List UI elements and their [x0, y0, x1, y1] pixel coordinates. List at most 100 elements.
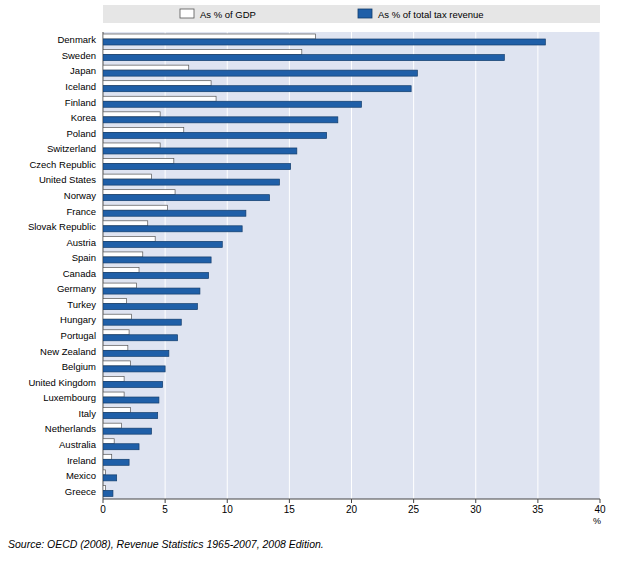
tick-label: 0 [100, 504, 106, 515]
category-label: Sweden [62, 50, 96, 61]
bar [103, 366, 165, 372]
category-label: Turkey [67, 299, 96, 310]
bar [103, 330, 129, 335]
category-label: Netherlands [45, 423, 96, 434]
bar [103, 470, 105, 475]
grid-line [413, 32, 414, 499]
tick-mark [165, 499, 166, 503]
bar [103, 314, 132, 319]
bar [103, 413, 158, 419]
tick-mark [351, 499, 352, 503]
bar [103, 252, 143, 257]
bar [103, 236, 155, 241]
bar [103, 117, 338, 123]
legend-label: As % of GDP [200, 9, 256, 20]
bars [103, 34, 545, 496]
legend-swatch [180, 9, 194, 18]
grid-line [600, 32, 601, 499]
bar [103, 195, 269, 201]
bar [103, 345, 128, 350]
tick-mark [227, 499, 228, 503]
bar [103, 350, 169, 356]
bar [103, 257, 211, 263]
category-label: Italy [79, 408, 97, 419]
bar [103, 392, 124, 397]
bar [103, 485, 105, 490]
category-label: Switzerland [47, 143, 96, 154]
category-label: Mexico [66, 470, 96, 481]
category-label: Iceland [65, 81, 96, 92]
bar [103, 221, 148, 226]
bar [103, 283, 137, 288]
tick-mark [103, 499, 104, 503]
category-label: United Kingdom [28, 377, 96, 388]
tick-label: 40 [594, 504, 606, 515]
grid-line [475, 32, 476, 499]
bar [103, 454, 112, 459]
tick-mark [600, 499, 601, 503]
tick-label: 10 [222, 504, 234, 515]
tick-label: 5 [162, 504, 168, 515]
category-label: Finland [65, 97, 96, 108]
bar [103, 143, 160, 148]
bar [103, 159, 174, 164]
bar [103, 50, 302, 55]
bar [103, 96, 216, 101]
category-label: New Zealand [40, 346, 96, 357]
category-label: Poland [66, 128, 96, 139]
bar [103, 423, 122, 428]
bar [103, 34, 315, 39]
bar [103, 319, 181, 325]
tick-label: 15 [284, 504, 296, 515]
bar [103, 112, 160, 117]
bar [103, 55, 504, 61]
category-label: Korea [71, 112, 97, 123]
bar [103, 226, 242, 232]
category-label: Luxembourg [43, 392, 96, 403]
tick-mark [475, 499, 476, 503]
bar [103, 241, 222, 247]
source-note: Source: OECD (2008), Revenue Statistics … [8, 538, 324, 550]
legend-swatch [358, 9, 372, 18]
tick-label: 25 [408, 504, 420, 515]
category-label: Spain [72, 252, 96, 263]
bar [103, 335, 178, 341]
bar [103, 205, 168, 210]
category-label: Canada [63, 268, 97, 279]
bar [103, 288, 200, 294]
tick-mark [289, 499, 290, 503]
bar [103, 101, 361, 107]
bar [103, 299, 127, 304]
bar [103, 273, 209, 279]
legend-label: As % of total tax revenue [378, 9, 484, 20]
bar [103, 475, 117, 481]
tick-mark [537, 499, 538, 503]
axis-label: % [593, 516, 601, 526]
bar [103, 174, 151, 179]
bar [103, 490, 113, 496]
chart: 0510152025303540%DenmarkSwedenJapanIcela… [0, 0, 639, 567]
bar [103, 268, 139, 273]
category-label: Slovak Republic [28, 221, 96, 232]
category-label: Czech Republic [29, 159, 96, 170]
tick-label: 30 [470, 504, 482, 515]
category-label: United States [39, 174, 96, 185]
bar [103, 397, 159, 403]
bar [103, 164, 291, 170]
tick-mark [413, 499, 414, 503]
bar [103, 381, 163, 387]
bar [103, 428, 151, 434]
bar [103, 361, 130, 366]
category-label: Ireland [67, 455, 96, 466]
category-label: Portugal [61, 330, 96, 341]
bar [103, 304, 197, 310]
plot-area [103, 32, 600, 499]
category-label: France [66, 206, 96, 217]
legend-box [103, 5, 600, 23]
bar [103, 408, 130, 413]
bar [103, 86, 411, 92]
category-label: Australia [59, 439, 97, 450]
grid-line [537, 32, 538, 499]
bar [103, 439, 114, 444]
bar [103, 210, 246, 216]
